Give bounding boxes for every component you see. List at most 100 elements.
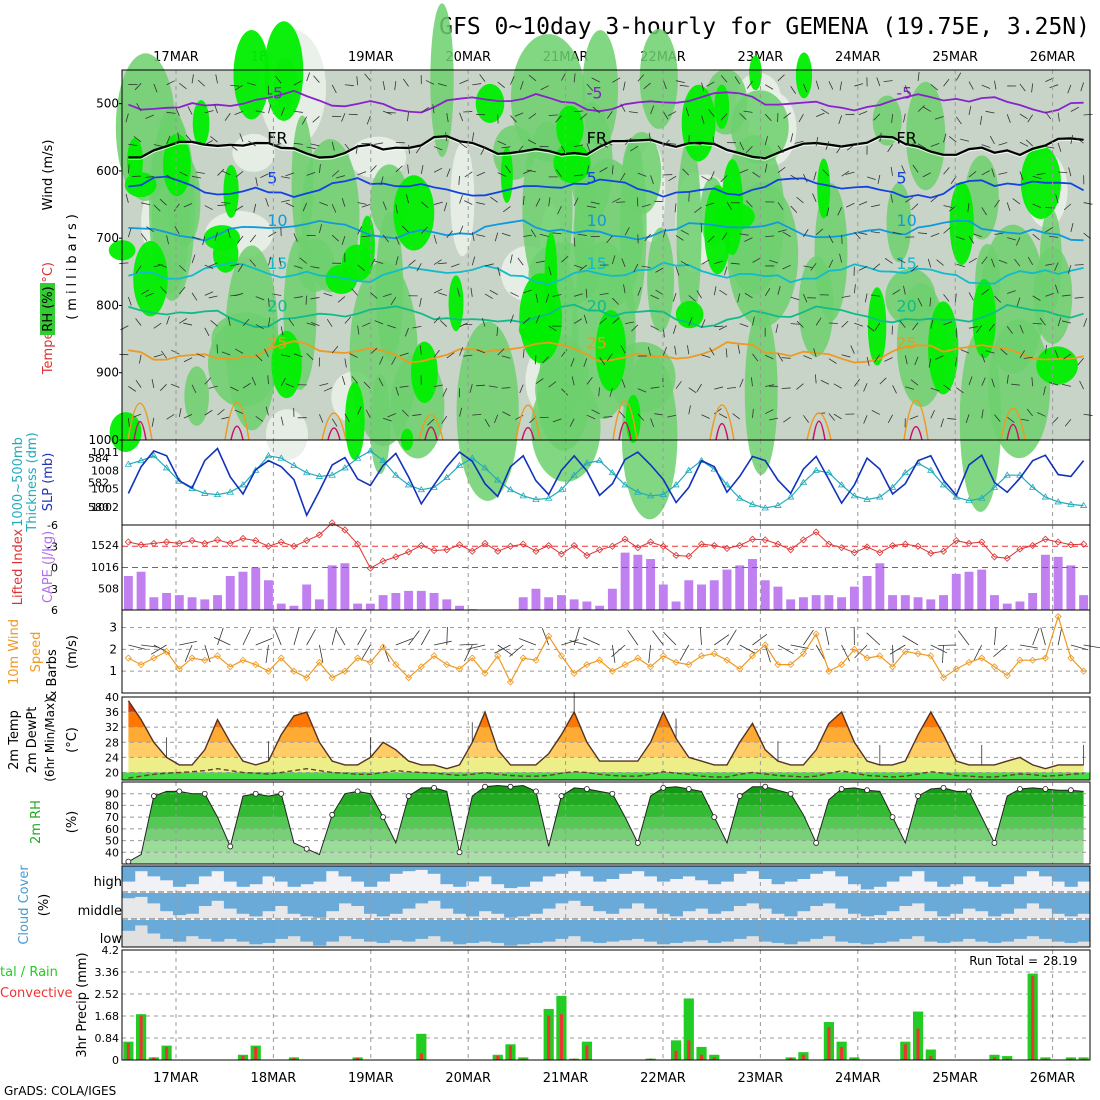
thickness-marker: [532, 495, 540, 502]
cloud-frame: [121, 865, 1091, 948]
wind-barb: [863, 383, 868, 392]
cloud-cell: [504, 920, 518, 946]
cloud-cell: [351, 920, 365, 939]
wind-barb: [501, 232, 511, 237]
wind10-marker: [341, 667, 349, 675]
cloud-cell: [236, 893, 250, 914]
wind-barb: [954, 293, 957, 303]
wind-barb: [641, 265, 651, 268]
li-marker: [978, 538, 986, 546]
surface-contour-inner: [909, 425, 923, 441]
cloud-cell: [1026, 920, 1040, 937]
cloud-cell: [134, 893, 148, 897]
cloud-cell: [453, 866, 467, 887]
li-marker: [621, 535, 629, 543]
wind-barb: [1045, 226, 1054, 233]
rh-saturated-patch: [127, 137, 143, 184]
cloud-cell: [733, 893, 747, 906]
wind-barb: [688, 317, 693, 326]
isotherm-label: 10: [587, 211, 607, 230]
wind10-barb: [331, 627, 337, 646]
wind-barb: [1045, 292, 1054, 297]
precip-convective-bar: [572, 1058, 576, 1060]
cloud-cell: [848, 920, 862, 943]
thickness-marker: [978, 494, 986, 501]
wind-barb: [476, 234, 486, 237]
wind-barb: [344, 413, 350, 422]
wind-barb: [159, 198, 167, 206]
wind-barb: [161, 350, 167, 359]
cloud-cell: [338, 866, 352, 877]
wind-barb: [494, 232, 499, 242]
rh-saturated-patch: [681, 84, 716, 162]
wind-barb: [293, 110, 303, 113]
li-marker: [1029, 541, 1037, 550]
cloud-cell: [593, 893, 607, 912]
wind-barb: [337, 296, 346, 303]
wind10-marker: [545, 632, 553, 640]
wind-barb: [125, 193, 129, 203]
cloud-cell: [606, 920, 620, 942]
wind-ylabel-d: (m/s): [65, 635, 80, 669]
isotherm-line: [128, 89, 1084, 114]
wind-barb: [306, 146, 316, 150]
wind-barb: [443, 202, 448, 212]
cape-bar: [620, 552, 630, 610]
wind-barb: [667, 111, 677, 117]
wind-barb: [459, 112, 464, 122]
wind-barb: [552, 232, 562, 235]
temp-ylabel-a: 2m Temp: [7, 710, 22, 770]
cape-bar: [875, 563, 885, 610]
wind-barb: [696, 290, 702, 299]
wind-barb: [215, 74, 218, 84]
pressure-tick: 900: [96, 366, 119, 380]
wind-barb: [1049, 382, 1059, 386]
wind10-marker: [927, 652, 935, 660]
wind-barb: [1010, 383, 1020, 386]
li-marker: [443, 546, 451, 554]
cloud-cell: [262, 866, 276, 877]
wind-barb: [363, 381, 371, 389]
wind-barb: [911, 203, 919, 211]
wind-barb: [140, 233, 148, 241]
rh-marker: [991, 840, 998, 846]
wind-barb: [427, 418, 435, 426]
wind-barb: [535, 378, 544, 385]
wind-barb: [484, 293, 493, 299]
wind-barb: [688, 405, 691, 415]
wind-barb: [891, 113, 893, 123]
wind-barb: [249, 234, 257, 243]
wind-barb: [445, 132, 448, 142]
wind-barb: [357, 406, 362, 415]
wind-barb: [125, 113, 129, 123]
precip-ylabel-a: tal / Rain: [0, 965, 58, 980]
wind-barb: [764, 163, 768, 173]
wind-barb: [667, 414, 677, 418]
wind-barb: [331, 141, 335, 151]
wind-barb: [382, 81, 386, 91]
rh-saturated-patch: [518, 315, 556, 343]
wind-barb: [319, 383, 329, 387]
wind-barb: [378, 377, 384, 387]
isotherm-label: 25: [896, 334, 916, 353]
wind-barb: [637, 172, 647, 177]
wind-barb: [404, 327, 409, 337]
wind10-marker: [863, 654, 871, 662]
wind-barb: [349, 353, 358, 358]
wind10-barb: [841, 644, 850, 662]
precip-convective-bar: [521, 1058, 525, 1060]
wind-barb: [127, 296, 132, 306]
wind-barb: [446, 230, 453, 238]
li-marker: [175, 539, 183, 547]
wind-barb: [191, 74, 194, 84]
wind-barb: [527, 169, 537, 173]
wind-barb: [611, 255, 616, 265]
wind-barb: [839, 81, 843, 91]
precip-total-bar: [1002, 1056, 1013, 1060]
wind-barb: [719, 289, 728, 296]
wind-barb: [268, 231, 277, 237]
wind-barb: [930, 409, 935, 419]
thickness-marker: [876, 493, 884, 500]
thickness-marker: [213, 490, 222, 498]
wind-barb: [196, 353, 205, 358]
